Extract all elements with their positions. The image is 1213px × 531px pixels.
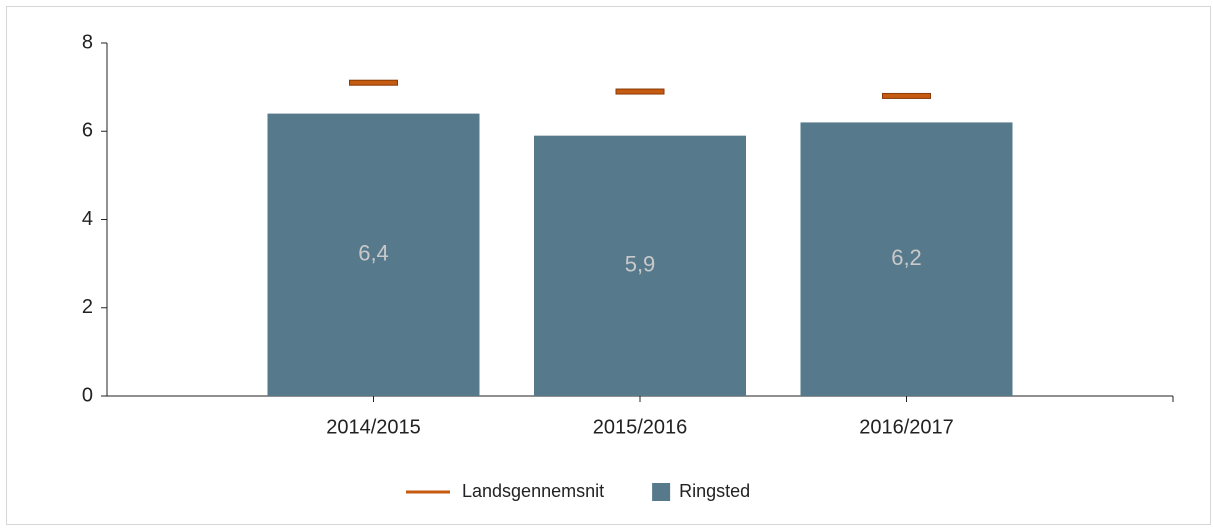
average-marker — [882, 92, 931, 99]
average-marker — [615, 88, 665, 95]
y-tick-label: 8 — [82, 31, 93, 53]
y-tick-label: 2 — [82, 296, 93, 318]
value-label: 6,2 — [891, 245, 922, 270]
bar — [534, 135, 746, 396]
y-tick-label: 4 — [82, 208, 93, 230]
value-label: 6,4 — [358, 241, 389, 266]
y-tick-label: 0 — [82, 384, 93, 406]
average-marker — [349, 79, 398, 86]
x-tick-label: 2014/2015 — [326, 416, 421, 438]
legend-swatch — [652, 483, 671, 501]
bar — [267, 113, 480, 396]
x-tick-label: 2015/2016 — [593, 416, 688, 438]
bar — [800, 122, 1013, 397]
legend-label: Landsgennemsnit — [462, 481, 604, 501]
value-label: 5,9 — [625, 252, 656, 277]
x-tick-label: 2016/2017 — [859, 416, 954, 438]
legend-label: Ringsted — [679, 481, 750, 501]
y-tick-label: 6 — [82, 120, 93, 142]
